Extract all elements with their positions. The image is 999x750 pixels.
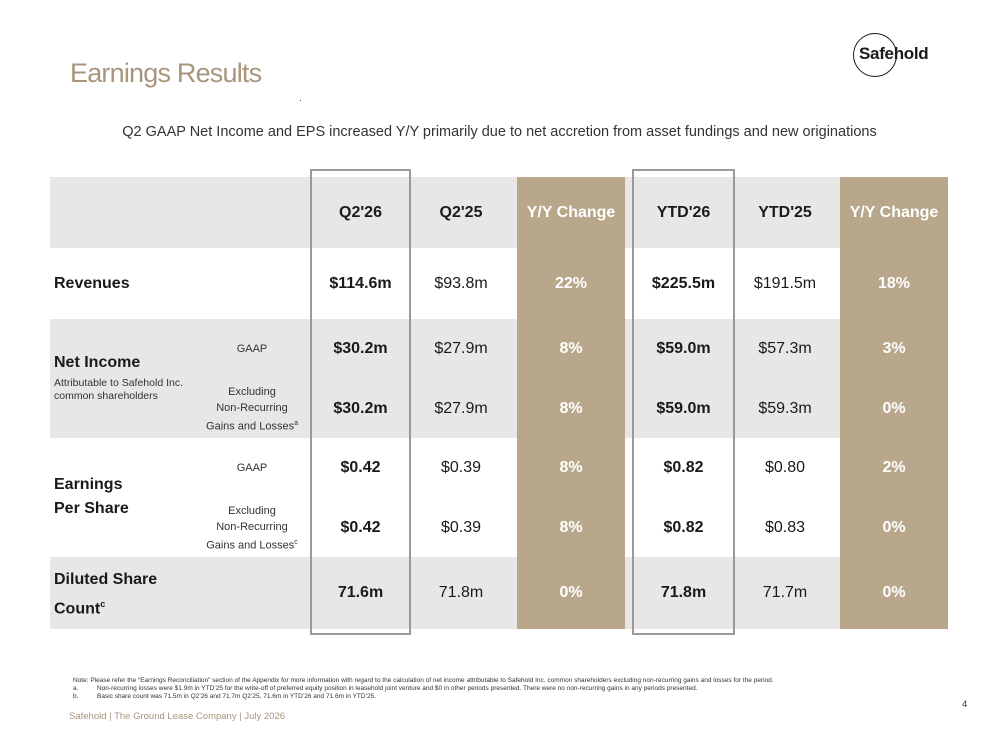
yoy-column-ytd	[840, 177, 948, 629]
diluted-band	[50, 557, 948, 629]
eps-excl-ytd25: $0.83	[764, 518, 806, 536]
footnote-main: Note: Please refer the “Earnings Reconci…	[73, 677, 774, 684]
eps-gaap-yoy-q: 8%	[559, 459, 583, 476]
revenues-q226: $114.6m	[329, 274, 392, 292]
col-header-q225: Q2'25	[439, 203, 483, 221]
ni-gaap-yoy-q: 8%	[559, 340, 583, 357]
diluted-ytd26: 71.8m	[660, 584, 707, 601]
net-income-gaap-label: GAAP	[236, 343, 268, 355]
eps-gaap-q226: $0.42	[340, 459, 381, 476]
row-label-diluted: Diluted Share Countc	[54, 569, 157, 620]
revenues-ytd26: $225.5m	[651, 274, 716, 292]
ni-gaap-yoy-ytd: 3%	[882, 340, 906, 357]
diluted-ytd25: 71.7m	[762, 584, 808, 601]
diluted-label-line2: Countc	[54, 593, 157, 620]
row-label-revenues: Revenues	[54, 275, 130, 292]
eps-gaap-ytd25: $0.80	[764, 459, 806, 476]
eps-excl-q226: $0.42	[340, 518, 381, 536]
footnote-b-marker: b.	[73, 693, 79, 701]
header-band	[50, 177, 948, 248]
page-number: 4	[962, 699, 968, 710]
ni-gaap-q225: $27.9m	[434, 340, 488, 357]
diluted-label-line1: Diluted Share	[54, 571, 158, 588]
net-income-excl-line1: Excluding	[228, 386, 276, 398]
ni-excl-yoy-q: 8%	[559, 399, 583, 417]
footnote-a-marker: a.	[73, 685, 79, 693]
eps-excl-yoy-q: 8%	[559, 518, 583, 536]
ytd26-frame	[632, 169, 735, 635]
yoy-column-q	[517, 177, 625, 629]
ni-gaap-ytd25: $57.3m	[758, 340, 812, 357]
footnote-a: a. Non-recurring losses were $1.9m in YTD…	[73, 685, 983, 693]
eps-excl-line1: Excluding	[228, 505, 276, 517]
logo-circle	[853, 33, 897, 77]
eps-label-line2: Per Share	[54, 500, 129, 517]
col-header-q226: Q2'26	[339, 203, 382, 221]
col-header-yoy-q: Y/Y Change	[526, 203, 616, 221]
net-income-excl-line2: Non-Recurring	[216, 402, 288, 414]
ni-excl-yoy-ytd: 0%	[882, 399, 906, 417]
row-label-net-income: Net Income	[54, 354, 141, 371]
ni-gaap-q226: $30.2m	[333, 340, 388, 357]
col-header-ytd26: YTD'26	[656, 203, 711, 221]
eps-gaap-q225: $0.39	[440, 459, 482, 476]
eps-gaap-ytd26: $0.82	[663, 459, 704, 476]
q226-frame	[310, 169, 411, 635]
revenues-yoy-ytd: 18%	[877, 274, 911, 292]
revenues-ytd25: $191.5m	[753, 274, 817, 292]
col-header-ytd25: YTD'25	[758, 203, 812, 221]
ni-excl-q226: $30.2m	[333, 399, 388, 417]
eps-excl-yoy-ytd: 0%	[882, 518, 906, 536]
diluted-label-line2-text: Count	[54, 600, 101, 618]
eps-excl-q225: $0.39	[440, 518, 482, 536]
eps-gaap-label: GAAP	[236, 462, 268, 474]
footer: Safehold | The Ground Lease Company | Ju…	[69, 711, 286, 722]
eps-excl-ytd26: $0.82	[663, 518, 704, 536]
footnote-a-text: Non-recurring losses were $1.9m in YTD’2…	[97, 685, 698, 693]
net-income-sublabel: Attributable to Safehold Inc. common sha…	[54, 377, 183, 402]
net-income-excl-line3: Gains and Lossesa	[197, 416, 307, 435]
eps-label-line1: Earnings	[54, 476, 123, 493]
diluted-q226: 71.6m	[337, 584, 384, 601]
stray-dot	[300, 100, 301, 101]
diluted-yoy-q: 0%	[559, 584, 583, 601]
ni-gaap-ytd26: $59.0m	[656, 340, 711, 357]
revenues-yoy-q: 22%	[554, 274, 588, 292]
page-title: Earnings Results	[70, 58, 262, 88]
net-income-band	[50, 319, 948, 438]
diluted-sup: c	[100, 599, 106, 609]
subtitle: Q2 GAAP Net Income and EPS increased Y/Y…	[122, 124, 877, 140]
row-label-eps: Earnings Per Share	[54, 474, 129, 520]
net-income-excl-label: Excluding Non-Recurring Gains and Losses…	[197, 384, 307, 435]
footnote-b: b. Basic share count was 71.5m in Q2’26 a…	[73, 693, 983, 701]
ni-excl-ytd26: $59.0m	[656, 399, 711, 417]
logo-text: Safehold	[859, 44, 929, 63]
eps-excl-label: Excluding Non-Recurring Gains and Losses…	[197, 503, 307, 554]
ni-excl-ytd25: $59.3m	[758, 399, 812, 417]
diluted-q225: 71.8m	[438, 584, 484, 601]
footnotes: Note: Please refer the “Earnings Reconci…	[73, 677, 983, 702]
eps-excl-line3: Gains and Lossesc	[197, 535, 307, 554]
eps-excl-sup: c	[294, 539, 298, 546]
revenues-q225: $93.8m	[434, 274, 488, 292]
eps-gaap-yoy-ytd: 2%	[882, 459, 906, 476]
ni-excl-q225: $27.9m	[434, 399, 488, 417]
eps-excl-line2: Non-Recurring	[216, 521, 288, 533]
net-income-excl-line3-text: Gains and Losses	[206, 420, 295, 433]
eps-excl-line3-text: Gains and Losses	[206, 539, 295, 552]
col-header-yoy-ytd: Y/Y Change	[849, 203, 939, 221]
diluted-yoy-ytd: 0%	[882, 584, 906, 601]
net-income-excl-sup: a	[294, 420, 298, 427]
footnote-b-text: Basic share count was 71.5m in Q2’26 and…	[97, 693, 377, 701]
